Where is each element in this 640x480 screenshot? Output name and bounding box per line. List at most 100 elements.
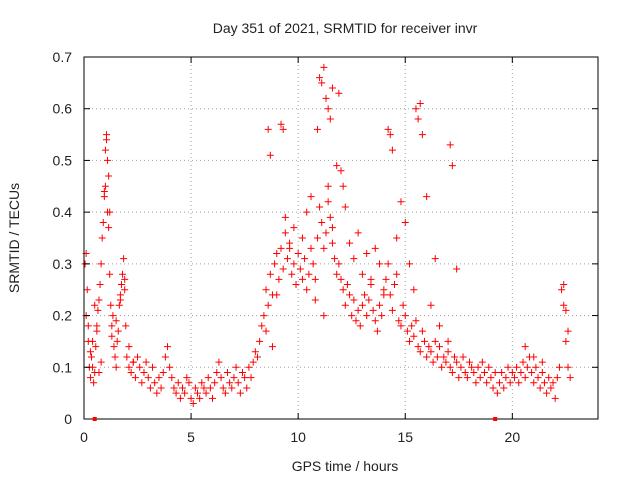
data-point [346, 291, 354, 299]
data-point [266, 151, 274, 159]
data-point [101, 146, 109, 154]
y-tick-label-0: 0 [64, 411, 72, 427]
data-point [303, 208, 311, 216]
data-point [427, 301, 435, 309]
data-point [258, 322, 266, 330]
data-point [343, 281, 351, 289]
data-point [232, 363, 240, 371]
data-point [262, 327, 270, 335]
data-point [485, 363, 493, 371]
data-point [238, 368, 246, 376]
data-points [81, 63, 574, 407]
data-point [335, 260, 343, 268]
data-point [427, 348, 435, 356]
data-point [341, 301, 349, 309]
data-point [346, 239, 354, 247]
data-point [249, 358, 257, 366]
data-point [335, 89, 343, 97]
data-point [185, 379, 193, 387]
data-point [296, 265, 304, 273]
data-point [324, 105, 332, 113]
data-point [191, 384, 199, 392]
data-point [504, 363, 512, 371]
data-point [122, 322, 130, 330]
data-point [322, 229, 330, 237]
data-point [476, 374, 484, 382]
data-point [209, 394, 216, 402]
data-point [380, 291, 388, 299]
data-point [202, 389, 210, 397]
data-point [348, 312, 356, 320]
data-point [179, 384, 187, 392]
plot-frame [83, 56, 599, 420]
data-point [478, 358, 486, 366]
data-point [457, 363, 465, 371]
data-point [159, 368, 167, 376]
data-point [328, 84, 336, 92]
data-point [151, 379, 159, 387]
data-point [339, 182, 347, 190]
data-point [281, 213, 289, 221]
data-point [393, 234, 401, 242]
data-point [313, 234, 321, 242]
gap-markers [92, 417, 498, 421]
data-point [298, 234, 306, 242]
data-point [324, 198, 332, 206]
data-point [221, 389, 229, 397]
data-point [170, 384, 178, 392]
data-point [444, 337, 452, 345]
data-point [451, 353, 459, 361]
data-point [89, 363, 97, 371]
data-point [217, 374, 225, 382]
data-point [446, 363, 454, 371]
data-point [363, 250, 371, 258]
data-point [361, 291, 369, 299]
data-point [305, 270, 313, 278]
data-point [487, 374, 495, 382]
data-point [350, 255, 358, 263]
x-tick-labels: 0 5 10 15 20 [80, 429, 520, 445]
data-point [140, 368, 148, 376]
data-point [245, 363, 253, 371]
data-point [97, 358, 105, 366]
data-point [549, 379, 557, 387]
data-point [181, 389, 189, 397]
data-point [279, 265, 287, 273]
data-point [528, 368, 536, 376]
data-point [110, 343, 118, 351]
data-point [480, 368, 488, 376]
data-point [113, 337, 121, 345]
data-point [326, 213, 334, 221]
data-point [391, 281, 399, 289]
data-point [230, 374, 238, 382]
data-point [350, 296, 358, 304]
data-point [521, 374, 529, 382]
data-point [99, 218, 107, 226]
data-point [320, 244, 328, 252]
data-point [211, 379, 219, 387]
data-point [551, 394, 559, 402]
data-point [121, 275, 129, 283]
data-point [271, 260, 279, 268]
data-point [104, 156, 112, 164]
data-point [470, 368, 478, 376]
data-point [117, 281, 125, 289]
data-point [196, 394, 204, 402]
data-point [328, 239, 336, 247]
data-point [298, 275, 306, 283]
data-point [90, 379, 98, 387]
data-point [502, 374, 510, 382]
data-point [515, 379, 523, 387]
data-point [540, 379, 548, 387]
data-point [500, 384, 508, 392]
data-point [412, 105, 420, 113]
data-point [131, 374, 139, 382]
data-point [410, 332, 418, 340]
data-point [414, 343, 422, 351]
data-point [316, 74, 324, 82]
y-axis-label: SRMTID / TECUs [6, 183, 22, 293]
data-point [320, 63, 328, 71]
data-point [266, 270, 274, 278]
data-point [241, 374, 249, 382]
